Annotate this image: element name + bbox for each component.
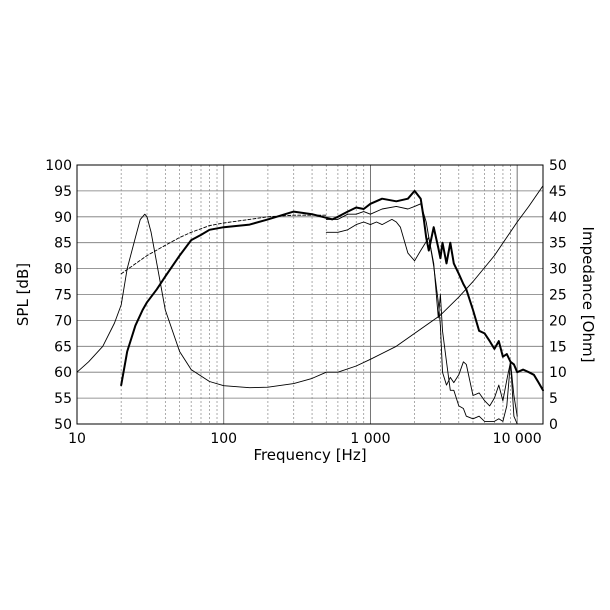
y-tick-label-right: 5 <box>549 391 558 407</box>
tick-labels: 50 55 60 65 70 75 80 85 90 95 100 0 5 10 15 20 25 30 35 40 4… <box>45 158 567 447</box>
y-tick-label-left: 70 <box>54 313 72 329</box>
y-tick-label-left: 55 <box>54 391 72 407</box>
y-tick-label-right: 40 <box>549 210 567 226</box>
impedance-curve <box>76 185 544 389</box>
y-tick-label-right: 25 <box>549 288 567 304</box>
y-axis-title-left: SPL [dB] <box>14 263 32 326</box>
y-tick-label-right: 45 <box>549 184 567 200</box>
y-tick-label-left: 90 <box>54 210 72 226</box>
y-tick-label-right: 10 <box>549 365 567 381</box>
plot-frame <box>76 164 544 425</box>
y-tick-label-right: 30 <box>549 262 567 278</box>
y-axis-title-right: Impedance [Ohm] <box>579 227 597 363</box>
series-layer <box>76 185 544 425</box>
y-tick-label-right: 15 <box>549 339 567 355</box>
y-tick-label-right: 20 <box>549 313 567 329</box>
x-tick-label: 10 000 <box>493 431 542 447</box>
spl-curve-2 <box>325 203 518 417</box>
y-tick-label-left: 80 <box>54 262 72 278</box>
y-tick-label-left: 50 <box>54 417 72 433</box>
x-tick-label: 100 <box>210 431 237 447</box>
y-tick-label-right: 0 <box>549 417 558 433</box>
grid <box>77 165 543 424</box>
y-tick-label-left: 100 <box>45 158 72 174</box>
y-tick-label-right: 35 <box>549 236 567 252</box>
x-tick-label: 10 <box>68 431 86 447</box>
spl-curve-1 <box>120 189 544 392</box>
spl-curve-3 <box>325 218 518 425</box>
y-tick-label-right: 50 <box>549 158 567 174</box>
y-tick-label-left: 60 <box>54 365 72 381</box>
y-tick-label-left: 65 <box>54 339 72 355</box>
y-tick-label-left: 85 <box>54 236 72 252</box>
y-tick-label-left: 75 <box>54 288 72 304</box>
y-tick-label-left: 95 <box>54 184 72 200</box>
x-axis-title: Frequency [Hz] <box>253 446 366 464</box>
spl-curve-4 <box>120 214 327 275</box>
x-tick-label: 1 000 <box>350 431 390 447</box>
